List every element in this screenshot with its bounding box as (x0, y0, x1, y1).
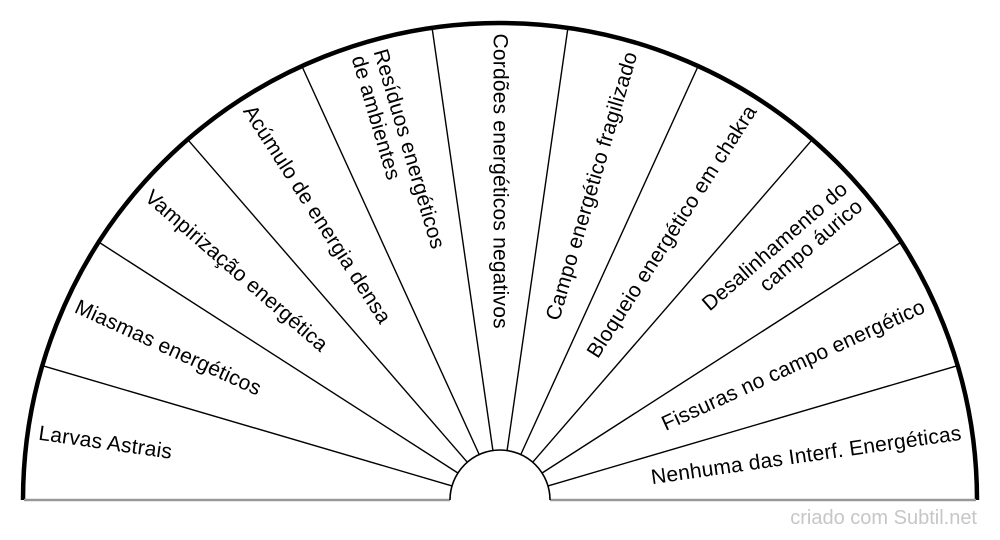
sector-divider-line (520, 67, 699, 455)
sector-divider-line (43, 365, 453, 487)
sector-divider-line (301, 67, 480, 455)
sector-divider-line (99, 242, 459, 474)
sector-divider-line (188, 140, 468, 463)
sector-divider-line (506, 29, 569, 451)
outer-arc (20, 20, 980, 501)
watermark-text: criado com Subtil.net (790, 507, 977, 529)
sector-divider-line (547, 365, 957, 487)
sector-divider-line (532, 140, 812, 463)
sector-divider-line (541, 242, 901, 474)
sector-divider-line (431, 29, 494, 451)
hub-arc (449, 449, 551, 501)
